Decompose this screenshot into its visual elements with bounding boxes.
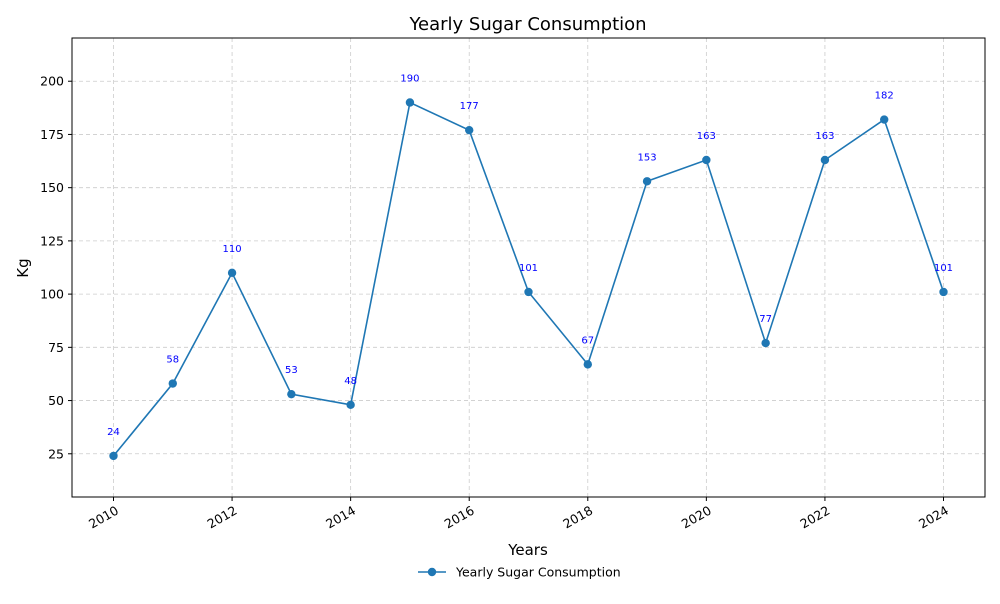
x-tick-label: 2012: [205, 503, 240, 532]
data-label: 163: [697, 131, 716, 142]
data-point: [820, 155, 830, 165]
y-axis-ticks: 25 50 75 100 125 150 175 200: [40, 74, 72, 461]
x-tick-label: 2010: [86, 503, 121, 532]
data-label: 110: [223, 244, 242, 255]
chart-title: Yearly Sugar Consumption: [408, 14, 646, 35]
y-tick-label: 50: [48, 393, 64, 408]
data-point: [583, 360, 592, 369]
x-tick-label: 2018: [560, 503, 595, 532]
series-layer: [109, 98, 948, 461]
data-label: 101: [519, 263, 538, 274]
x-tick-label: 2016: [442, 503, 477, 532]
data-point: [405, 98, 415, 107]
data-point: [287, 389, 296, 399]
data-point: [465, 125, 474, 135]
y-tick-label: 75: [48, 340, 64, 355]
data-point: [109, 451, 118, 461]
data-label: 77: [759, 314, 772, 325]
y-tick-label: 100: [40, 287, 64, 302]
legend-marker: [427, 567, 437, 577]
data-point: [168, 379, 177, 388]
data-label: 67: [581, 335, 594, 346]
plot-frame: [71, 37, 986, 498]
series-line: [112, 101, 945, 457]
legend-label: Yearly Sugar Consumption: [455, 565, 621, 580]
data-label: 101: [934, 263, 953, 274]
data-point: [642, 177, 652, 186]
data-point: [880, 115, 889, 124]
x-tick-label: 2014: [323, 503, 358, 532]
y-tick-label: 25: [48, 446, 64, 461]
x-tick-label: 2020: [679, 503, 714, 532]
data-label: 177: [460, 101, 479, 112]
data-point: [761, 338, 770, 348]
legend: Yearly Sugar Consumption: [418, 565, 621, 580]
y-tick-label: 125: [40, 233, 64, 248]
data-point: [702, 155, 711, 165]
data-label: 48: [344, 376, 357, 387]
x-axis-ticks: 2010 2012 2014 2016 2018 2020 2022 2024: [86, 497, 951, 532]
data-label: 163: [815, 131, 834, 142]
x-axis-label: Years: [507, 541, 548, 559]
y-tick-label: 175: [40, 127, 64, 142]
data-label: 58: [166, 355, 179, 366]
data-point: [346, 400, 355, 410]
y-tick-label: 200: [40, 74, 64, 89]
data-label: 24: [107, 427, 120, 438]
x-tick-label: 2022: [797, 503, 832, 532]
data-point: [227, 268, 237, 278]
data-point: [939, 287, 948, 297]
data-labels: 24 58 110 53 48 190 177 101 67 153 163 77 163 182 101: [107, 74, 953, 438]
data-label: 53: [285, 365, 298, 376]
data-point: [524, 287, 533, 297]
y-tick-label: 150: [40, 180, 64, 195]
y-axis-label: Kg: [14, 258, 32, 277]
data-label: 153: [638, 152, 657, 163]
x-tick-label: 2024: [916, 503, 951, 532]
data-label: 190: [400, 74, 419, 85]
data-label: 182: [875, 91, 894, 102]
